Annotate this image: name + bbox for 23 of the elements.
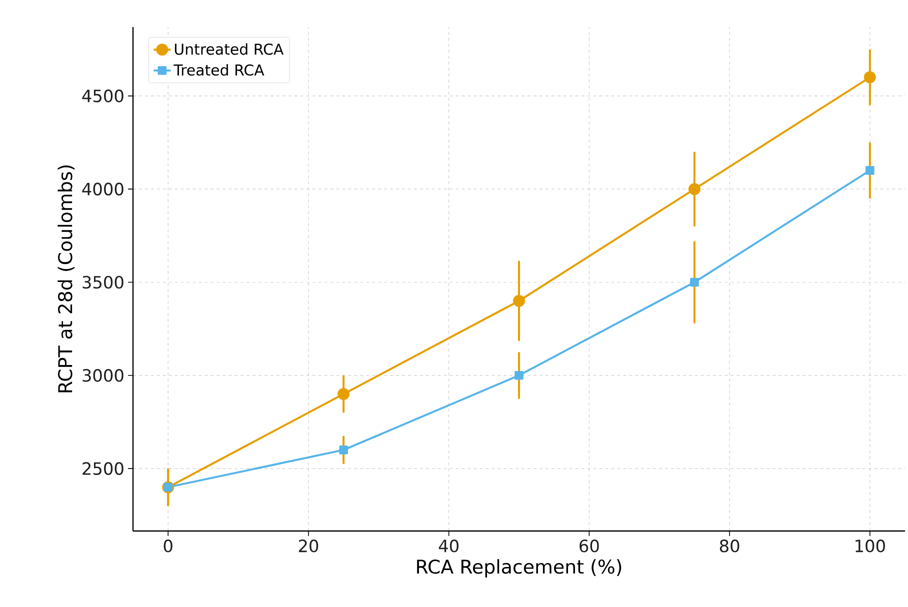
x-tick-label: 40 (438, 539, 458, 552)
x-tick-label: 0 (164, 539, 172, 552)
point (864, 71, 876, 84)
x-axis-title: RCA Replacement (%) (417, 559, 622, 578)
legend-label: Untreated RCA (174, 43, 284, 55)
y-tick-label: 2500 (82, 462, 124, 475)
point (514, 371, 524, 380)
y-tick-label: 3500 (82, 276, 124, 289)
x-tick-label: 20 (298, 539, 318, 552)
point (690, 278, 699, 287)
point (339, 446, 348, 454)
x-tick-label: 100 (856, 539, 885, 552)
point (866, 166, 874, 175)
y-tick-label: 4500 (82, 90, 124, 102)
point (338, 388, 350, 400)
legend-label: Treated RCA (174, 64, 264, 76)
y-tick-label: 4000 (82, 182, 124, 196)
y-axis-title: RCPT at 28d (Coulombs) (58, 165, 75, 392)
point (688, 183, 700, 196)
point (513, 294, 526, 307)
x-tick-label: 60 (580, 539, 599, 552)
x-tick-label: 80 (720, 539, 740, 552)
y-tick-label: 3000 (82, 368, 124, 382)
